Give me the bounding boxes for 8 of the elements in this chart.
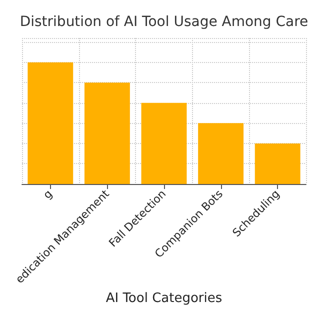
bar <box>28 62 74 184</box>
bar <box>141 102 187 184</box>
x-axis-title: AI Tool Categories <box>106 291 222 306</box>
bar <box>198 123 244 184</box>
chart-title: Distribution of AI Tool Usage Among Care <box>20 14 308 30</box>
bar <box>254 143 300 184</box>
x-tick-label: g <box>40 187 55 202</box>
bar <box>84 82 130 184</box>
